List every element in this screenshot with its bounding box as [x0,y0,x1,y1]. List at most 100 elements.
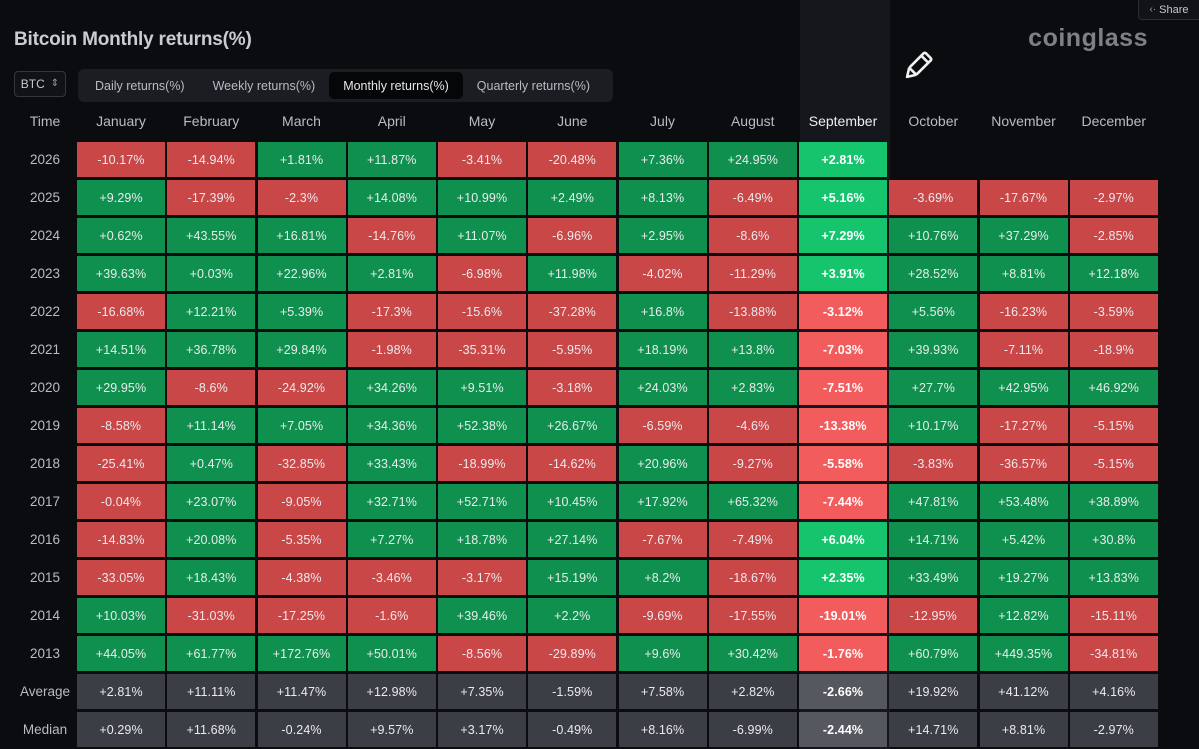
return-cell-2015-november: +19.27% [979,560,1068,595]
return-cell-2020-january: +29.95% [77,370,165,405]
return-cell-2015-december: +13.83% [1069,560,1158,595]
return-cell-2017-july: +17.92% [618,484,707,519]
return-cell-2016-january: -14.83% [77,522,165,557]
asset-select[interactable]: BTC ⇕ [14,71,66,97]
return-cell-2016-march: -5.35% [257,522,346,557]
return-cell-2018-june: -14.62% [528,446,617,481]
column-header-june: June [557,113,588,129]
page-title: Bitcoin Monthly returns(%) [14,29,252,50]
return-cell-2021-december: -18.9% [1069,332,1158,367]
return-cell-2023-december: +12.18% [1069,256,1158,291]
return-cell-2024-february: +43.55% [167,218,256,253]
stat-cell-median-february: +11.68% [167,712,256,747]
year-row-label-2015: 2015 [29,570,61,585]
return-cell-2024-december: -2.85% [1069,218,1158,253]
year-row-label-2013: 2013 [29,646,61,661]
return-cell-2020-may: +9.51% [438,370,526,405]
return-cell-2024-june: -6.96% [528,218,617,253]
return-cell-2017-november: +53.48% [979,484,1068,519]
tab-daily-returns[interactable]: Daily returns(%) [95,78,185,93]
return-cell-2024-october: +10.76% [889,218,978,253]
asset-select-value: BTC [20,77,45,91]
share-button[interactable]: ‹· Share [1138,0,1199,20]
return-cell-2020-april: +34.26% [347,370,436,405]
return-cell-2018-november: -36.57% [979,446,1068,481]
return-cell-2023-april: +2.81% [347,256,436,291]
return-cell-2020-december: +46.92% [1069,370,1158,405]
return-cell-2020-september: -7.51% [799,370,887,405]
return-cell-2026-july: +7.36% [618,142,707,177]
return-cell-2019-july: -6.59% [618,408,707,443]
return-cell-2013-december: -34.81% [1069,636,1158,671]
return-cell-2018-april: +33.43% [347,446,436,481]
return-cell-2016-april: +7.27% [347,522,436,557]
stat-cell-median-november: +8.81% [979,712,1068,747]
return-cell-2016-september: +6.04% [799,522,887,557]
return-cell-2015-october: +33.49% [889,560,978,595]
return-cell-2026-september: +2.81% [799,142,887,177]
return-cell-2017-september: -7.44% [799,484,887,519]
return-cell-2023-march: +22.96% [257,256,346,291]
year-row-label-2021: 2021 [29,342,61,357]
return-cell-2025-december: -2.97% [1069,180,1158,215]
return-cell-2021-july: +18.19% [618,332,707,367]
return-cell-2019-may: +52.38% [438,408,526,443]
return-cell-2025-october: -3.69% [889,180,978,215]
column-header-december: December [1081,113,1147,129]
return-cell-2014-january: +10.03% [77,598,165,633]
return-cell-2014-march: -17.25% [257,598,346,633]
column-header-september: September [808,113,878,129]
return-cell-2025-january: +9.29% [77,180,165,215]
return-cell-2020-august: +2.83% [708,370,797,405]
pencil-icon[interactable] [900,50,934,84]
return-cell-2025-september: +5.16% [799,180,887,215]
return-cell-2013-january: +44.05% [77,636,165,671]
return-cell-2014-july: -9.69% [618,598,707,633]
return-cell-2021-may: -35.31% [438,332,526,367]
return-cell-2017-april: +32.71% [347,484,436,519]
return-cell-2021-october: +39.93% [889,332,978,367]
return-cell-2024-july: +2.95% [618,218,707,253]
return-cell-2019-march: +7.05% [257,408,346,443]
tab-quarterly-returns[interactable]: Quarterly returns(%) [476,78,591,93]
return-cell-2015-july: +8.2% [618,560,707,595]
return-cell-2013-august: +30.42% [708,636,797,671]
return-cell-2015-august: -18.67% [708,560,797,595]
share-label: Share [1159,3,1189,16]
return-cell-2026-august: +24.95% [708,142,797,177]
return-cell-2018-july: +20.96% [618,446,707,481]
tab-monthly-returns[interactable]: Monthly returns(%) [329,72,463,99]
year-row-label-2024: 2024 [29,228,61,243]
year-row-label-2022: 2022 [29,304,61,319]
return-cell-2025-april: +14.08% [347,180,436,215]
column-header-may: May [468,113,496,129]
return-cell-2025-august: -6.49% [708,180,797,215]
return-cell-2014-february: -31.03% [167,598,256,633]
return-cell-2022-june: -37.28% [528,294,617,329]
return-cell-2017-january: -0.04% [77,484,165,519]
return-cell-2017-february: +23.07% [167,484,256,519]
return-cell-2013-june: -29.89% [528,636,617,671]
return-cell-2014-november: +12.82% [979,598,1068,633]
return-cell-2015-january: -33.05% [77,560,165,595]
return-cell-2018-february: +0.47% [167,446,256,481]
year-row-label-2014: 2014 [29,608,61,623]
return-cell-2023-september: +3.91% [799,256,887,291]
return-cell-2025-november: -17.67% [979,180,1068,215]
return-cell-2024-january: +0.62% [77,218,165,253]
return-cell-2023-june: +11.98% [528,256,617,291]
return-cell-2022-september: -3.12% [799,294,887,329]
return-cell-2016-december: +30.8% [1069,522,1158,557]
return-cell-2019-august: -4.6% [708,408,797,443]
chevron-updown-icon: ⇕ [50,78,60,89]
return-cell-2022-july: +16.8% [618,294,707,329]
tab-weekly-returns[interactable]: Weekly returns(%) [212,78,316,93]
return-cell-2017-december: +38.89% [1069,484,1158,519]
return-cell-2013-july: +9.6% [618,636,707,671]
stat-cell-median-june: -0.49% [528,712,617,747]
stat-cell-median-october: +14.71% [889,712,978,747]
return-cell-2019-june: +26.67% [528,408,617,443]
stat-cell-average-july: +7.58% [618,674,707,709]
return-cell-2022-january: -16.68% [77,294,165,329]
return-cell-2018-january: -25.41% [77,446,165,481]
